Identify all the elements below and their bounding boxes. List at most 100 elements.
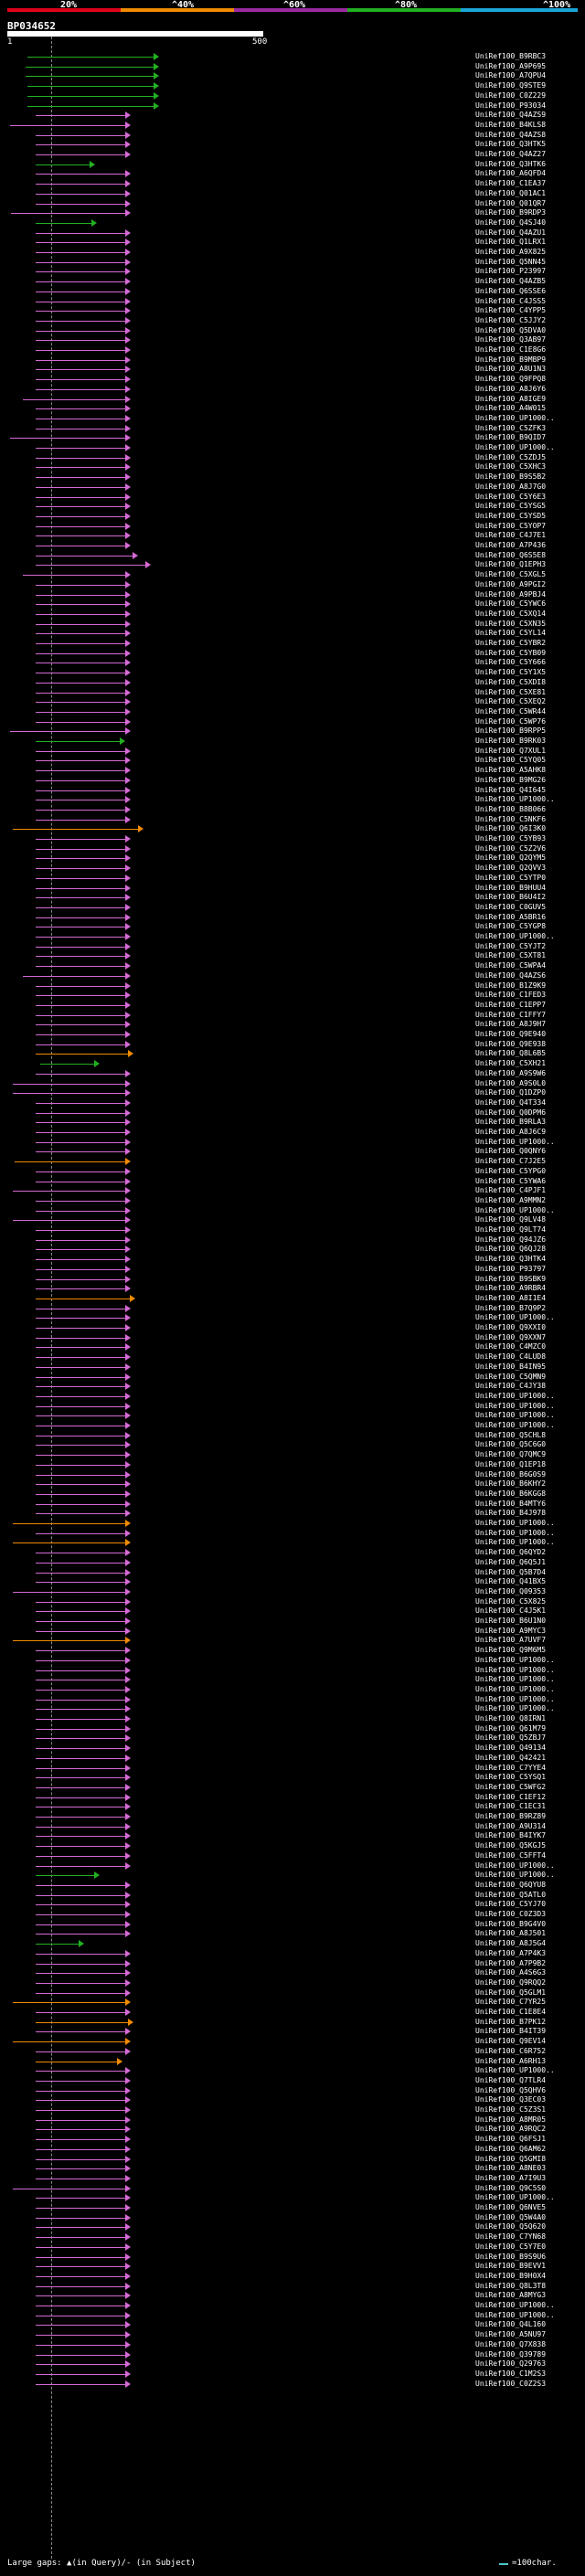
hit-row[interactable]: UniRef100_C5NKF6 — [0, 815, 585, 823]
hit-row[interactable]: UniRef100_C5X825 — [0, 1597, 585, 1606]
hit-row[interactable]: UniRef100_Q29763 — [0, 2359, 585, 2369]
hit-row[interactable]: UniRef100_C1EF12 — [0, 1792, 585, 1801]
hit-row[interactable]: UniRef100_C5YGP8 — [0, 922, 585, 931]
hit-label[interactable]: UniRef100_Q6I3K0 — [475, 824, 547, 833]
hit-row[interactable]: UniRef100_A9U314 — [0, 1822, 585, 1830]
hit-row[interactable]: UniRef100_B9MG26 — [0, 776, 585, 784]
hit-label[interactable]: UniRef100_Q5QHV6 — [475, 2085, 547, 2094]
hit-label[interactable]: UniRef100_Q6Q5J1 — [475, 1557, 547, 1566]
hit-label[interactable]: UniRef100_C4J7E1 — [475, 531, 547, 540]
hit-row[interactable]: UniRef100_A9S0L0 — [0, 1079, 585, 1087]
hit-row[interactable]: UniRef100_B9S5B2 — [0, 472, 585, 482]
hit-row[interactable]: UniRef100_Q09353 — [0, 1587, 585, 1595]
hit-row[interactable]: UniRef100_UP1000.. — [0, 1860, 585, 1870]
hit-label[interactable]: UniRef100_UP1000.. — [475, 1391, 555, 1400]
hit-label[interactable]: UniRef100_C5YWA6 — [475, 1176, 547, 1185]
hit-row[interactable]: UniRef100_C5YL14 — [0, 629, 585, 638]
hit-row[interactable]: UniRef100_C1EC31 — [0, 1802, 585, 1811]
hit-row[interactable]: UniRef100_B9QID7 — [0, 433, 585, 442]
hit-label[interactable]: UniRef100_Q0QNY6 — [475, 1147, 547, 1156]
hit-label[interactable]: UniRef100_Q5GMI8 — [475, 2154, 547, 2163]
hit-label[interactable]: UniRef100_C1FED3 — [475, 991, 547, 1000]
hit-label[interactable]: UniRef100_Q01AC1 — [475, 188, 547, 197]
hit-label[interactable]: UniRef100_A9X825 — [475, 248, 547, 256]
hit-label[interactable]: UniRef100_UP1000.. — [475, 1860, 555, 1870]
hit-row[interactable]: UniRef100_A5NU97 — [0, 2330, 585, 2339]
hit-row[interactable]: UniRef100_Q3EC03 — [0, 2095, 585, 2104]
hit-row[interactable]: UniRef100_Q6S5E8 — [0, 551, 585, 559]
hit-label[interactable]: UniRef100_P93797 — [475, 1264, 547, 1273]
hit-row[interactable]: UniRef100_B6U4I2 — [0, 893, 585, 902]
hit-row[interactable]: UniRef100_Q9XXN7 — [0, 1333, 585, 1341]
hit-row[interactable]: UniRef100_Q5QHV6 — [0, 2085, 585, 2094]
hit-row[interactable]: UniRef100_C5WR44 — [0, 707, 585, 716]
hit-row[interactable]: UniRef100_A8J7G0 — [0, 482, 585, 491]
hit-label[interactable]: UniRef100_Q9E938 — [475, 1039, 547, 1048]
hit-label[interactable]: UniRef100_B9RPP5 — [475, 726, 547, 736]
hit-row[interactable]: UniRef100_Q9XXI0 — [0, 1323, 585, 1331]
hit-label[interactable]: UniRef100_Q6SSE6 — [475, 286, 547, 295]
hit-row[interactable]: UniRef100_A8MR05 — [0, 2115, 585, 2124]
hit-label[interactable]: UniRef100_C5Y666 — [475, 658, 547, 667]
hit-row[interactable]: UniRef100_A8J6C9 — [0, 1128, 585, 1136]
hit-label[interactable]: UniRef100_C5YOP7 — [475, 521, 547, 530]
hit-label[interactable]: UniRef100_Q9FPQ8 — [475, 375, 547, 384]
hit-row[interactable]: UniRef100_C4JY38 — [0, 1382, 585, 1391]
hit-row[interactable]: UniRef100_C4JSS5 — [0, 297, 585, 305]
hit-label[interactable]: UniRef100_Q6QJ28 — [475, 1245, 547, 1254]
hit-label[interactable]: UniRef100_C0Z2S3 — [475, 2379, 547, 2388]
hit-label[interactable]: UniRef100_C5YGP8 — [475, 922, 547, 931]
hit-row[interactable]: UniRef100_UP1000.. — [0, 1656, 585, 1664]
hit-label[interactable]: UniRef100_UP1000.. — [475, 1675, 555, 1684]
hit-row[interactable]: UniRef100_C5ZFK3 — [0, 424, 585, 432]
hit-label[interactable]: UniRef100_Q9M6M5 — [475, 1646, 547, 1655]
hit-label[interactable]: UniRef100_C5Y6E3 — [475, 492, 547, 501]
hit-row[interactable]: UniRef100_C5Y666 — [0, 658, 585, 667]
hit-label[interactable]: UniRef100_C1E8G6 — [475, 345, 547, 354]
hit-row[interactable]: UniRef100_B4MTY6 — [0, 1500, 585, 1508]
hit-label[interactable]: UniRef100_C1EA37 — [475, 179, 547, 188]
hit-row[interactable]: UniRef100_C5XH21 — [0, 1059, 585, 1068]
hit-label[interactable]: UniRef100_B9G4V0 — [475, 1919, 547, 1928]
hit-label[interactable]: UniRef100_Q7XUL1 — [475, 746, 547, 755]
hit-label[interactable]: UniRef100_B9RBC3 — [475, 52, 547, 60]
hit-label[interactable]: UniRef100_Q9RQQ2 — [475, 1977, 547, 1987]
hit-row[interactable]: UniRef100_B4IN95 — [0, 1362, 585, 1371]
hit-row[interactable]: UniRef100_A8NE03 — [0, 2164, 585, 2173]
hit-row[interactable]: UniRef100_UP1000.. — [0, 1313, 585, 1322]
hit-label[interactable]: UniRef100_Q6QYD2 — [475, 1548, 547, 1557]
hit-row[interactable]: UniRef100_Q4AZU1 — [0, 228, 585, 237]
hit-row[interactable]: UniRef100_C5YSG5 — [0, 502, 585, 511]
hit-row[interactable]: UniRef100_B6KHY2 — [0, 1479, 585, 1489]
hit-label[interactable]: UniRef100_C5YPG0 — [475, 1166, 547, 1175]
hit-label[interactable]: UniRef100_P93034 — [475, 101, 547, 110]
hit-label[interactable]: UniRef100_C5QMN9 — [475, 1372, 547, 1381]
hit-row[interactable]: UniRef100_C5YQ05 — [0, 756, 585, 765]
hit-label[interactable]: UniRef100_B9RK03 — [475, 737, 547, 745]
hit-row[interactable]: UniRef100_C5YWA6 — [0, 1176, 585, 1185]
hit-row[interactable]: UniRef100_UP1000.. — [0, 1675, 585, 1684]
hit-label[interactable]: UniRef100_C5JJY2 — [475, 315, 547, 324]
hit-label[interactable]: UniRef100_B6G0S9 — [475, 1469, 547, 1479]
hit-label[interactable]: UniRef100_Q4AZU1 — [475, 228, 547, 237]
hit-label[interactable]: UniRef100_C5YB09 — [475, 648, 547, 657]
hit-row[interactable]: UniRef100_Q5KGJ5 — [0, 1841, 585, 1850]
hit-label[interactable]: UniRef100_Q6FSJ1 — [475, 2135, 547, 2144]
hit-row[interactable]: UniRef100_A8MYG3 — [0, 2291, 585, 2300]
hit-row[interactable]: UniRef100_Q9RQQ2 — [0, 1977, 585, 1987]
hit-row[interactable]: UniRef100_UP1000.. — [0, 1538, 585, 1547]
hit-label[interactable]: UniRef100_B9RDP3 — [475, 208, 547, 217]
hit-row[interactable]: UniRef100_Q3HTK5 — [0, 140, 585, 149]
hit-row[interactable]: UniRef100_A8IGE9 — [0, 395, 585, 403]
hit-row[interactable]: UniRef100_Q7XUL1 — [0, 747, 585, 755]
hit-row[interactable]: UniRef100_UP1000.. — [0, 795, 585, 804]
hit-label[interactable]: UniRef100_Q4AZB5 — [475, 277, 547, 286]
hit-row[interactable]: UniRef100_Q41BX5 — [0, 1577, 585, 1586]
hit-label[interactable]: UniRef100_C1EF12 — [475, 1792, 547, 1801]
hit-row[interactable]: UniRef100_A9S9W6 — [0, 1069, 585, 1077]
hit-row[interactable]: UniRef100_UP1000.. — [0, 1666, 585, 1674]
hit-row[interactable]: UniRef100_C5QMN9 — [0, 1373, 585, 1381]
hit-label[interactable]: UniRef100_A8U1N3 — [475, 365, 547, 374]
hit-row[interactable]: UniRef100_Q5GMI8 — [0, 2154, 585, 2163]
hit-label[interactable]: UniRef100_B4KLS8 — [475, 120, 547, 129]
